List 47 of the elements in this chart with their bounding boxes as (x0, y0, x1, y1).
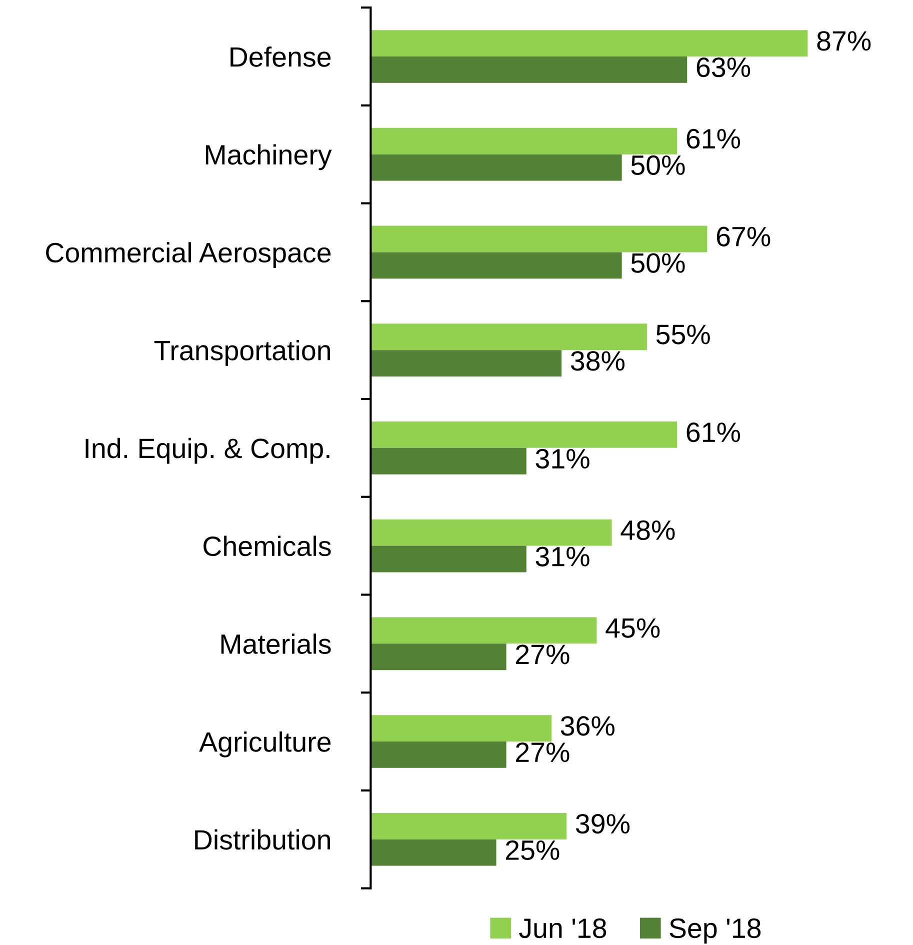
bar (370, 252, 622, 279)
y-tick-label: Commercial Aerospace (46, 242, 331, 268)
bar (370, 644, 506, 670)
y-tick-label: Defense (230, 46, 331, 67)
data-label: 63% (696, 57, 750, 78)
bar (370, 324, 647, 350)
bar (370, 226, 708, 252)
bar (370, 56, 688, 83)
data-label: 50% (631, 155, 685, 176)
bar (370, 350, 562, 376)
bar (370, 422, 678, 448)
data-label: 55% (656, 324, 710, 344)
bar (370, 546, 526, 572)
bar (370, 715, 552, 742)
data-label: 25% (506, 840, 560, 860)
data-label: 48% (620, 520, 675, 540)
bar (370, 448, 526, 474)
data-label: 67% (716, 226, 770, 246)
data-label: 36% (560, 716, 614, 736)
y-tick-label: Materials (221, 634, 331, 654)
bar (370, 742, 506, 768)
bar (370, 839, 496, 866)
bar (370, 154, 622, 181)
data-label: 31% (536, 546, 590, 566)
y-tick-label: Transportation (154, 340, 330, 366)
data-label: 50% (631, 253, 685, 273)
bar (370, 30, 808, 56)
bar (370, 519, 612, 546)
data-label: 45% (606, 618, 660, 638)
data-label: 61% (686, 422, 740, 442)
y-tick-label: Ind. Equip. & Comp. (86, 438, 330, 464)
data-label: 61% (686, 128, 740, 149)
y-tick-label: Distribution (195, 829, 330, 850)
data-label: 27% (516, 742, 570, 762)
data-label: 27% (516, 644, 570, 664)
y-tick-label: Chemicals (204, 536, 331, 556)
legend-label: Sep '18 (670, 918, 761, 944)
data-label: 38% (570, 351, 624, 371)
data-label: 87% (817, 31, 871, 51)
y-tick-label: Machinery (206, 144, 332, 170)
legend-label: Jun '18 (519, 918, 606, 938)
data-label: 31% (536, 448, 590, 469)
bar (370, 617, 597, 644)
bar (370, 128, 678, 154)
y-tick-label: Agriculture (199, 731, 331, 758)
bar (370, 812, 567, 840)
data-label: 39% (576, 814, 630, 834)
